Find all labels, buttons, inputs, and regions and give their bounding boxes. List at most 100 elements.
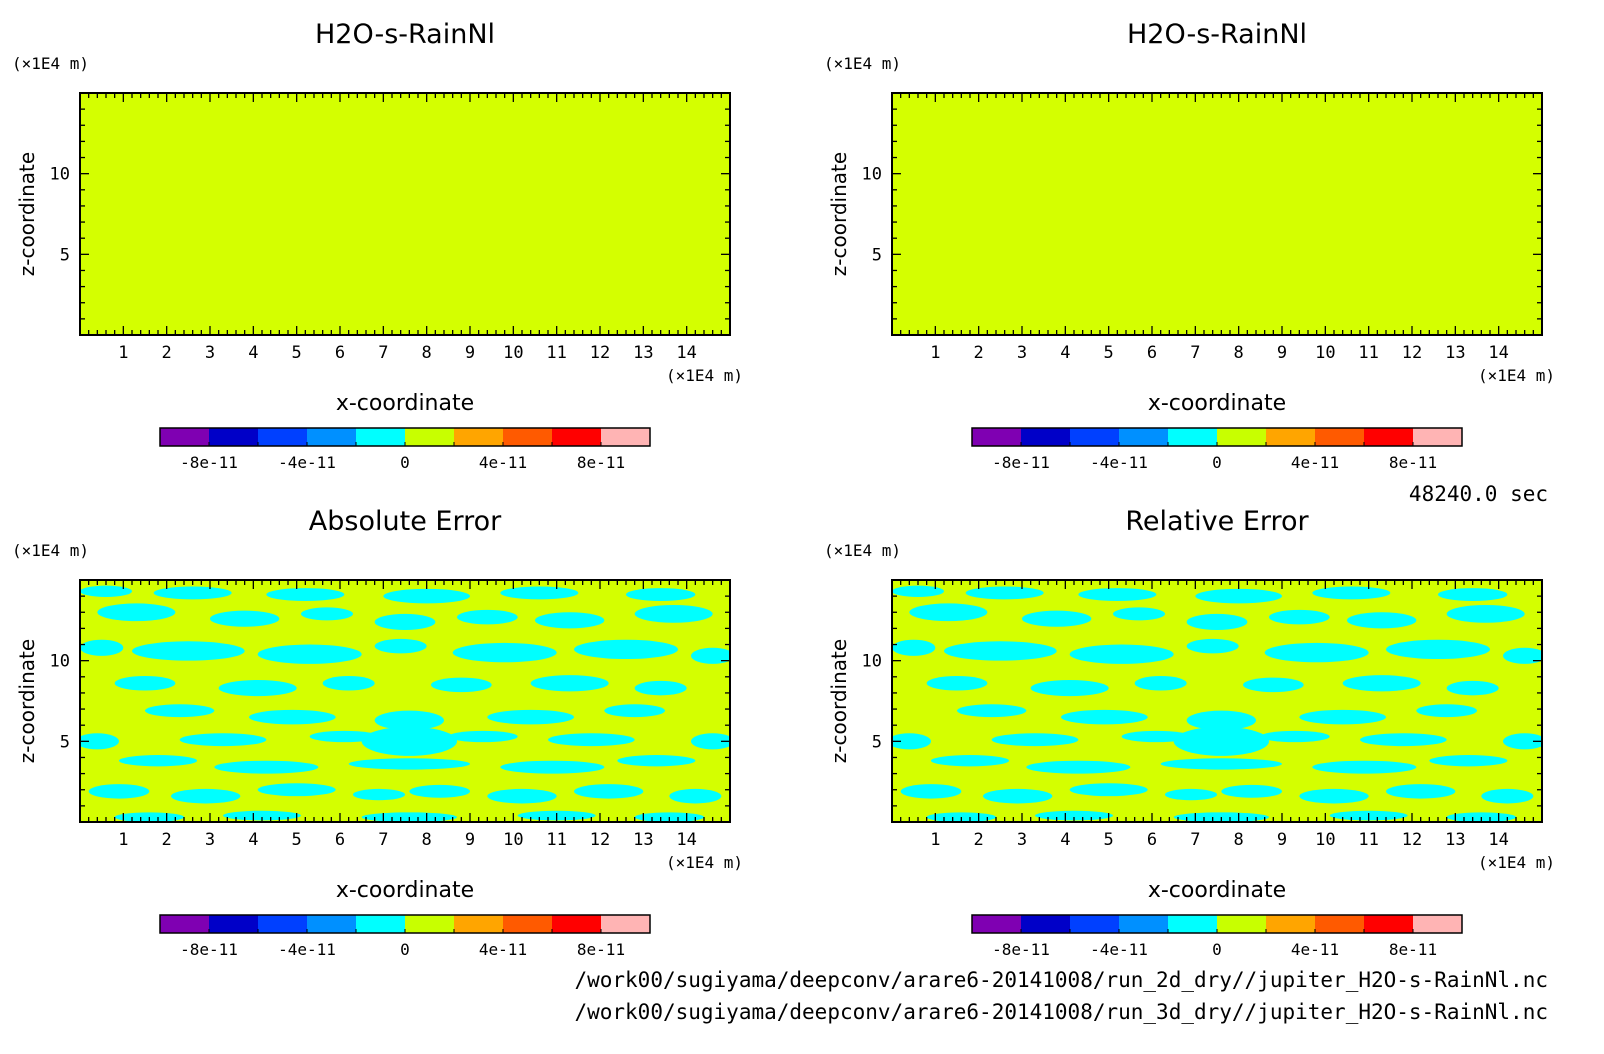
error-patch — [309, 730, 380, 743]
error-patch — [1026, 760, 1131, 774]
x-tick-label: 7 — [1190, 830, 1200, 850]
error-patch — [179, 733, 267, 747]
x-tick-label: 7 — [378, 343, 388, 363]
colorbar-swatch — [1315, 428, 1365, 446]
error-patch — [249, 709, 336, 725]
error-patch — [634, 680, 687, 696]
error-patch — [1186, 613, 1248, 631]
x-unit-label: (×1E4 m) — [1478, 853, 1555, 872]
error-patch — [374, 638, 427, 654]
colorbar-swatch — [601, 915, 651, 933]
x-tick-label: 9 — [1277, 830, 1287, 850]
error-patch — [218, 680, 297, 697]
error-patch — [892, 639, 936, 656]
error-patch — [1269, 609, 1330, 625]
x-axis-label: x-coordinate — [1148, 391, 1286, 416]
x-unit-label: (×1E4 m) — [666, 853, 743, 872]
error-patch — [983, 788, 1053, 804]
x-tick-label: 8 — [1234, 830, 1244, 850]
x-axis-label: x-coordinate — [336, 878, 474, 903]
error-patch — [574, 784, 644, 799]
error-patch — [1438, 588, 1508, 601]
error-patch — [487, 788, 557, 804]
error-patch — [1386, 639, 1490, 660]
x-unit-label: (×1E4 m) — [1478, 366, 1555, 385]
error-patch — [1446, 605, 1525, 623]
x-tick-label: 9 — [1277, 343, 1287, 363]
x-tick-label: 3 — [1017, 830, 1027, 850]
x-tick-label: 11 — [1358, 830, 1378, 850]
error-patch — [1221, 784, 1282, 798]
colorbar-tick-label: -4e-11 — [278, 940, 336, 959]
error-patch — [500, 760, 605, 774]
error-patch — [1312, 760, 1417, 774]
colorbar-swatch — [356, 428, 406, 446]
colorbar-swatch — [209, 915, 259, 933]
file-path-2d: /work00/sugiyama/deepconv/arare6-2014100… — [574, 968, 1548, 992]
error-patch — [145, 704, 215, 718]
x-tick-label: 6 — [335, 830, 345, 850]
x-tick-label: 6 — [1147, 343, 1157, 363]
error-patch — [114, 675, 176, 691]
error-patch — [931, 755, 1009, 767]
x-tick-label: 13 — [633, 343, 653, 363]
x-tick-label: 10 — [503, 830, 523, 850]
x-unit-label: (×1E4 m) — [666, 366, 743, 385]
x-tick-label: 1 — [930, 343, 940, 363]
field-area — [80, 93, 730, 335]
panel-title: H2O-s-RainNl — [1127, 19, 1307, 50]
panel-title: Relative Error — [1125, 506, 1309, 537]
x-tick-label: 12 — [590, 343, 610, 363]
colorbar-swatch — [160, 428, 210, 446]
colorbar-tick-label: 0 — [1212, 453, 1222, 472]
field-background — [892, 93, 1542, 335]
error-patch — [80, 733, 119, 750]
error-patch — [892, 733, 931, 750]
colorbar-swatch — [1217, 915, 1267, 933]
x-tick-label: 2 — [974, 343, 984, 363]
error-patch — [1243, 677, 1304, 693]
y-tick-label: 5 — [60, 245, 70, 265]
error-patch — [1021, 610, 1092, 627]
colorbar-swatch — [1364, 915, 1414, 933]
x-tick-label: 11 — [546, 343, 566, 363]
colorbar-swatch — [356, 915, 406, 933]
error-patch — [448, 730, 518, 743]
y-unit-label: (×1E4 m) — [12, 541, 89, 560]
colorbar-tick-label: -8e-11 — [180, 940, 238, 959]
error-patch — [374, 710, 445, 731]
colorbar-swatch — [972, 428, 1022, 446]
x-tick-label: 10 — [1315, 343, 1335, 363]
panel-bottom-left: Absolute Error(×1E4 m)1 2 3 4 5 6 7 8 9 10 11 12 13 1… — [12, 506, 743, 959]
y-tick-label: 10 — [862, 165, 882, 185]
colorbar-tick-label: 0 — [1212, 940, 1222, 959]
error-patch — [383, 588, 470, 604]
panel-title: Absolute Error — [309, 506, 502, 537]
panel-top-right: H2O-s-RainNl(×1E4 m)1 2 3 4 5 6 7 8 9 10 11 12 13 14(… — [824, 19, 1555, 472]
error-patch — [991, 733, 1079, 747]
colorbar-tick-label: -4e-11 — [1090, 453, 1148, 472]
colorbar-swatch — [1021, 428, 1071, 446]
error-patch — [548, 733, 635, 747]
colorbar-swatch — [454, 915, 504, 933]
error-patch — [926, 675, 988, 691]
error-patch — [1347, 612, 1417, 629]
error-patch — [431, 677, 492, 693]
error-patch — [374, 613, 436, 631]
y-axis-label: z-coordinate — [827, 152, 851, 276]
error-patch — [535, 612, 605, 629]
error-patch — [626, 588, 696, 601]
colorbar-swatch — [552, 915, 602, 933]
x-tick-label: 12 — [590, 830, 610, 850]
x-tick-label: 6 — [1147, 830, 1157, 850]
x-tick-label: 13 — [633, 830, 653, 850]
y-tick-label: 10 — [50, 165, 70, 185]
x-tick-label: 14 — [1488, 830, 1508, 850]
colorbar-swatch — [405, 915, 455, 933]
x-tick-label: 9 — [465, 830, 475, 850]
error-patch — [1113, 607, 1165, 621]
error-patch — [1078, 588, 1157, 601]
y-unit-label: (×1E4 m) — [824, 54, 901, 73]
error-patch — [266, 588, 345, 601]
